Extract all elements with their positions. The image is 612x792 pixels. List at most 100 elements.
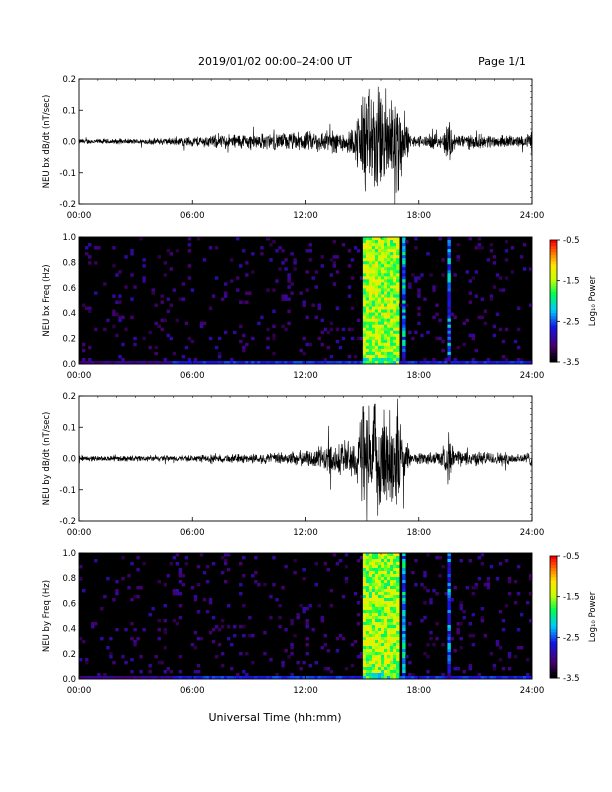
heatmap-cell xyxy=(483,634,488,638)
heatmap-cell xyxy=(323,643,328,647)
heatmap-cell xyxy=(447,261,451,265)
heatmap-cell xyxy=(501,619,506,623)
heatmap-cell xyxy=(381,625,385,629)
heatmap-cell xyxy=(190,288,195,292)
heatmap-cell xyxy=(393,276,397,280)
heatmap-cell xyxy=(365,306,370,310)
heatmap-cell xyxy=(130,670,134,674)
heatmap-cell xyxy=(390,640,394,644)
heatmap-cell xyxy=(390,267,394,271)
heatmap-cell xyxy=(362,577,367,581)
heatmap-cell xyxy=(387,655,391,659)
heatmap-cell xyxy=(368,655,373,659)
heatmap-cell xyxy=(178,360,183,365)
heatmap-cell xyxy=(374,327,379,332)
heatmap-cell xyxy=(329,273,334,277)
heatmap-cell xyxy=(390,559,394,563)
colorbar-tick-label: -3.5 xyxy=(563,674,580,684)
heatmap-cell xyxy=(365,619,370,623)
heatmap-cell xyxy=(390,282,394,286)
heatmap-cell xyxy=(447,580,451,584)
heatmap-cell xyxy=(377,631,382,635)
heatmap-cell xyxy=(377,613,382,617)
heatmap-cell xyxy=(362,586,367,590)
heatmap-cell xyxy=(368,312,373,317)
heatmap-cell xyxy=(387,240,391,244)
heatmap-cell xyxy=(377,649,382,653)
heatmap-cell xyxy=(377,589,382,593)
heatmap-cell xyxy=(447,619,451,623)
heatmap-cell xyxy=(242,249,246,253)
heatmap-cell xyxy=(371,354,376,359)
heatmap-cell xyxy=(97,673,101,677)
heatmap-cell xyxy=(471,634,476,638)
heatmap-cell xyxy=(432,643,436,647)
heatmap-cell xyxy=(368,297,373,301)
heatmap-cell xyxy=(332,261,337,265)
heatmap-cell xyxy=(91,676,95,680)
heatmap-cell xyxy=(374,342,379,347)
colorbar-segment xyxy=(550,310,557,314)
heatmap-cell xyxy=(350,643,355,647)
heatmap-cell xyxy=(317,306,321,310)
heatmap-cell xyxy=(402,652,406,656)
heatmap-cell xyxy=(384,652,388,656)
heatmap-cell xyxy=(284,297,288,301)
heatmap-cell xyxy=(528,267,533,271)
heatmap-cell xyxy=(181,583,186,587)
heatmap-cell xyxy=(387,553,391,557)
heatmap-cell xyxy=(181,360,186,365)
heatmap-cell xyxy=(133,676,137,680)
heatmap-cell xyxy=(233,360,237,365)
heatmap-cell xyxy=(124,285,128,289)
colorbar-segment xyxy=(550,607,557,612)
heatmap-cell xyxy=(396,592,400,596)
heatmap-cell xyxy=(477,315,482,320)
colorbar-segment xyxy=(550,243,557,247)
heatmap-cell xyxy=(365,273,370,277)
heatmap-cell xyxy=(293,571,297,575)
heatmap-cell xyxy=(393,607,397,611)
heatmap-cell xyxy=(450,676,454,680)
heatmap-cell xyxy=(368,673,373,677)
heatmap-cell xyxy=(495,640,500,644)
heatmap-cell xyxy=(396,252,400,256)
heatmap-cells xyxy=(79,553,533,680)
heatmap-cell xyxy=(528,676,533,680)
heatmap-cell xyxy=(390,586,394,590)
heatmap-cell xyxy=(408,673,412,677)
heatmap-cell xyxy=(121,655,125,659)
heatmap-cell xyxy=(377,312,382,317)
heatmap-cell xyxy=(341,243,346,247)
colorbar-segment xyxy=(550,595,557,600)
heatmap-cell xyxy=(230,279,234,283)
heatmap-cell xyxy=(341,336,346,341)
y-tick-label: 0.6 xyxy=(62,284,76,294)
heatmap-cell xyxy=(242,670,246,674)
heatmap-cell xyxy=(368,649,373,653)
heatmap-cell xyxy=(172,589,177,593)
heatmap-cell xyxy=(459,607,463,611)
heatmap-cell xyxy=(148,664,152,668)
heatmap-cell xyxy=(393,333,397,338)
heatmap-cell xyxy=(447,342,451,347)
heatmap-cell xyxy=(528,592,533,596)
heatmap-cell xyxy=(441,360,445,365)
heatmap-cell xyxy=(504,360,509,365)
heatmap-cell xyxy=(384,610,388,614)
heatmap-cell xyxy=(393,640,397,644)
heatmap-cell xyxy=(384,646,388,650)
heatmap-cell xyxy=(254,360,258,365)
heatmap-cell xyxy=(453,315,457,320)
heatmap-cell xyxy=(368,354,373,359)
heatmap-cell xyxy=(371,628,376,632)
heatmap-cell xyxy=(393,643,397,647)
heatmap-cell xyxy=(390,631,394,635)
heatmap-cell xyxy=(381,619,385,623)
heatmap-cell xyxy=(384,267,388,271)
heatmap-cell xyxy=(374,288,379,292)
heatmap-cell xyxy=(447,267,451,271)
heatmap-cell xyxy=(447,676,451,680)
heatmap-cell xyxy=(163,628,167,632)
heatmap-cell xyxy=(390,291,394,295)
